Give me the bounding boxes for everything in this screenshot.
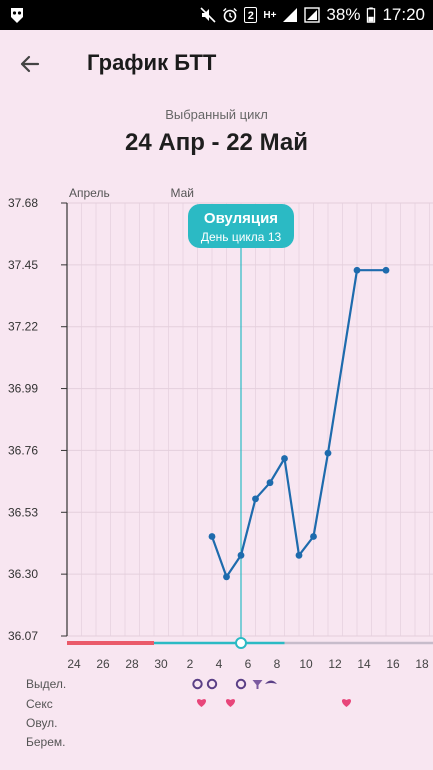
legend-ovulation-label: Овул. [26, 716, 58, 730]
ovulation-badge-title: Овуляция [204, 210, 278, 227]
ovulation-badge [188, 204, 294, 248]
ovulation-marker [235, 637, 247, 649]
y-tick-label: 37.45 [8, 258, 38, 272]
temperature-point [281, 455, 288, 462]
cup-icon [252, 680, 263, 689]
x-tick-label: 10 [299, 657, 313, 671]
legend-discharge-label: Выдел. [26, 677, 67, 691]
cycle-caption: Выбранный цикл [165, 107, 268, 122]
x-tick-label: 2 [187, 657, 194, 671]
x-tick-label: 8 [274, 657, 281, 671]
temperature-point [223, 573, 230, 581]
discharge-ring-icon [206, 678, 218, 690]
drop-icon [265, 680, 277, 684]
status-bar: 2 H+ 38% 17:20 [0, 0, 433, 30]
back-button[interactable] [12, 46, 48, 82]
temperature-point [252, 495, 259, 503]
cycle-range[interactable]: 24 Апр - 22 Май [125, 129, 308, 156]
y-tick-label: 36.99 [8, 382, 38, 396]
signal-alt-icon [304, 7, 321, 23]
clock: 17:20 [382, 5, 425, 24]
x-tick-label: 16 [386, 657, 400, 671]
x-tick-label: 6 [245, 657, 252, 671]
mute-icon [200, 7, 216, 23]
temperature-point [310, 533, 317, 540]
temperature-point [295, 551, 303, 559]
page-title: График БТТ [87, 50, 217, 75]
y-tick-label: 37.68 [8, 196, 38, 210]
month-label: Апрель [69, 186, 110, 200]
x-tick-label: 30 [154, 657, 168, 671]
battery-icon [367, 7, 376, 23]
y-tick-label: 36.30 [8, 567, 38, 581]
temperature-point [237, 551, 245, 559]
alarm-icon [223, 8, 238, 23]
network-type: H+ [263, 9, 277, 21]
temperature-point [208, 533, 216, 540]
heart-icon [341, 699, 352, 707]
y-tick-label: 37.22 [8, 320, 38, 334]
discharge-ring-icon [192, 678, 203, 690]
discharge-ring-icon [235, 678, 247, 690]
battery-percent: 38% [326, 5, 361, 24]
temperature-point [324, 449, 332, 457]
y-tick-label: 36.07 [8, 629, 38, 643]
legend-pregnancy-label: Берем. [26, 735, 66, 749]
y-tick-label: 36.76 [8, 443, 38, 457]
x-tick-label: 4 [216, 657, 223, 671]
temperature-point [382, 266, 390, 274]
arrow-left-icon [20, 55, 40, 73]
signal-icon [283, 8, 298, 22]
temperature-point [266, 479, 274, 487]
month-label: Май [171, 186, 195, 200]
y-tick-label: 36.53 [8, 505, 38, 519]
x-tick-label: 18 [415, 657, 429, 671]
heart-icon [225, 699, 236, 707]
sim-slot-icon: 2 [244, 7, 258, 23]
bbt-chart[interactable]: 37.68 37.45 37.22 36.99 36.76 36.53 36.30 36.07… [0, 180, 433, 770]
heart-icon [196, 699, 207, 707]
ovulation-badge-subtitle: День цикла 13 [201, 230, 282, 244]
x-tick-label: 24 [67, 657, 81, 671]
temperature-point [353, 266, 361, 274]
x-tick-label: 14 [357, 657, 371, 671]
app-bar: График БТТ [0, 30, 433, 96]
app-notification-icon [11, 8, 23, 23]
x-tick-label: 28 [125, 657, 139, 671]
x-tick-label: 26 [96, 657, 110, 671]
legend-sex-label: Секс [26, 697, 53, 711]
x-tick-label: 12 [328, 657, 342, 671]
